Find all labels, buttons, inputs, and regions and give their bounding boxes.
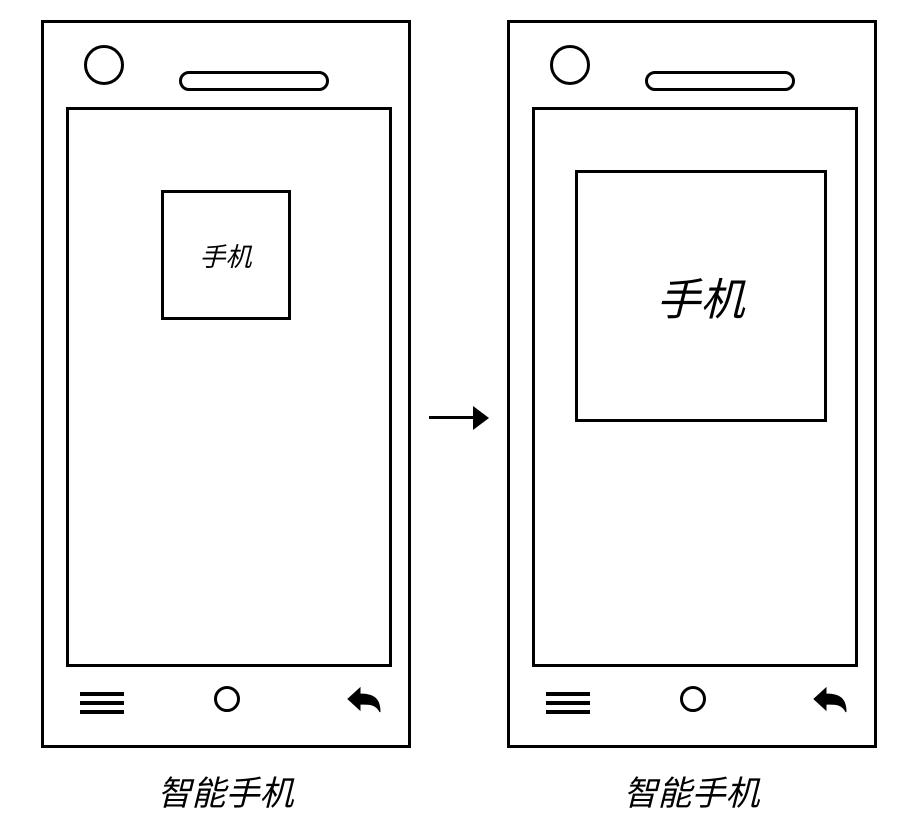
right-phone-group: 手机 智能手机	[507, 20, 877, 815]
home-icon	[214, 686, 240, 712]
content-text-right: 手机	[657, 264, 745, 328]
speaker-icon	[645, 71, 795, 91]
camera-icon	[550, 45, 590, 85]
content-text-left: 手机	[199, 237, 251, 274]
menu-icon	[80, 687, 124, 719]
caption-right: 智能手机	[624, 766, 760, 815]
camera-icon	[84, 45, 124, 85]
screen-left: 手机	[66, 107, 392, 667]
home-icon	[680, 686, 706, 712]
content-box-right: 手机	[575, 170, 827, 422]
screen-right: 手机	[532, 107, 858, 667]
arrow-right-icon	[429, 406, 489, 430]
left-phone-group: 手机 智能手机	[41, 20, 411, 815]
phone-outline-left: 手机	[41, 20, 411, 748]
menu-icon	[546, 687, 590, 719]
phone-outline-right: 手机	[507, 20, 877, 748]
caption-left: 智能手机	[158, 766, 294, 815]
diagram-root: 手机 智能手机 手机	[20, 20, 897, 815]
content-box-left: 手机	[161, 190, 291, 320]
back-icon	[340, 682, 384, 721]
back-icon	[806, 682, 850, 721]
speaker-icon	[179, 71, 329, 91]
